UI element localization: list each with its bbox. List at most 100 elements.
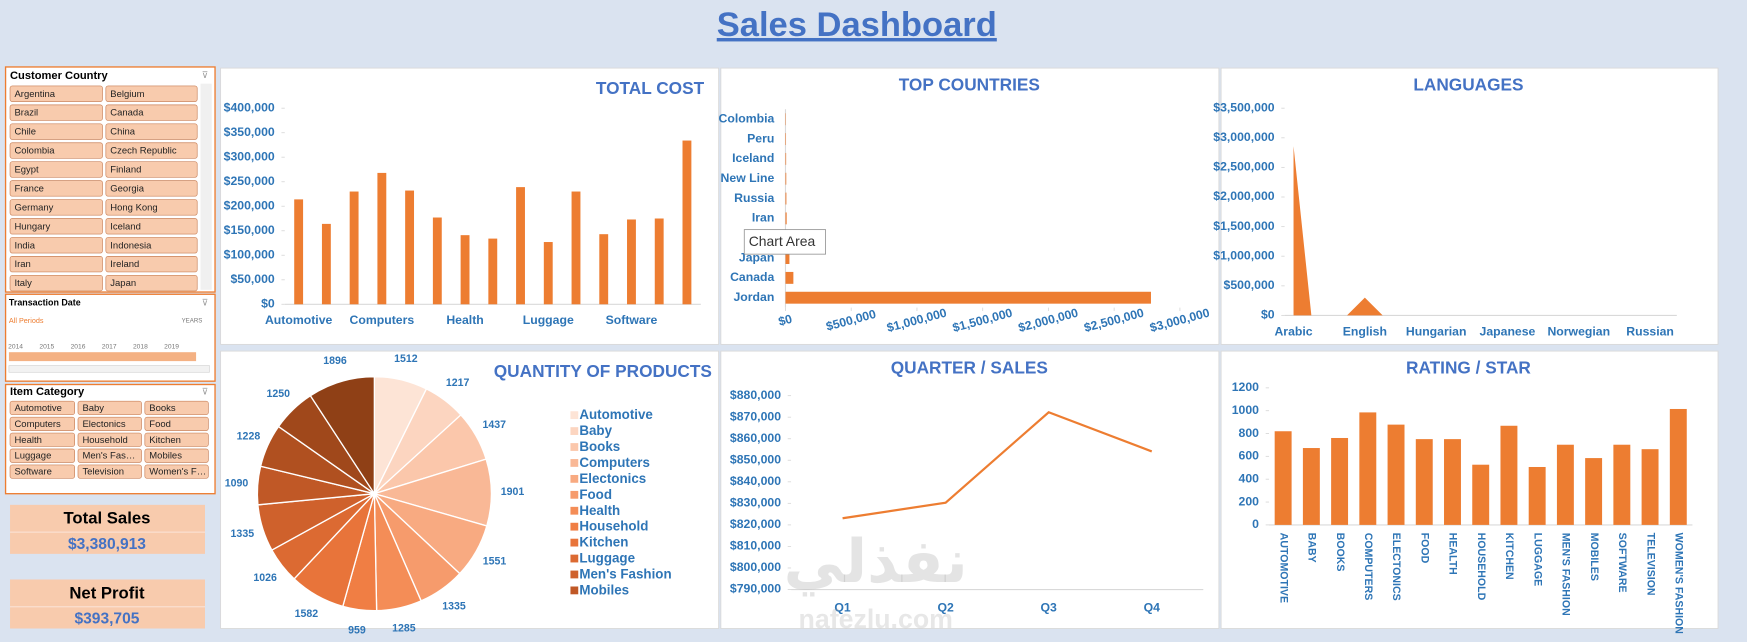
bar [571, 191, 581, 305]
x-tick-label: Q3 [1041, 601, 1058, 615]
slicer-button[interactable] [105, 274, 198, 292]
bar [785, 133, 787, 146]
slicer-button[interactable] [105, 85, 198, 102]
slicer-button[interactable] [9, 416, 75, 431]
data-label: 1551 [483, 556, 507, 568]
y-tick-label: 0 [1252, 517, 1259, 531]
bar [1415, 439, 1433, 525]
slicer-item: Egypt [14, 165, 39, 176]
slicer-button[interactable] [105, 237, 198, 254]
data-label: 1437 [483, 419, 507, 431]
slicer-button[interactable] [105, 104, 198, 121]
slicer-button[interactable] [105, 256, 198, 273]
slicer-button[interactable] [77, 432, 142, 447]
slicer-item: Brazil [14, 108, 38, 119]
slicer-button[interactable] [9, 123, 103, 140]
slicer-item: Household [82, 435, 127, 446]
timeline-bar[interactable] [8, 352, 197, 362]
slicer-year: 2016 [71, 343, 86, 350]
slicer-button[interactable] [144, 432, 209, 447]
x-tick-label: WOMEN'S FASHION [1672, 533, 1684, 634]
bar [1500, 425, 1518, 525]
legend-swatch [570, 586, 579, 595]
slicer-button[interactable] [9, 448, 75, 463]
bar [1472, 464, 1490, 525]
x-tick-label: Q2 [937, 601, 954, 615]
slicer-button[interactable] [144, 416, 209, 431]
slicer-button[interactable] [9, 104, 103, 121]
slicer-button[interactable] [144, 400, 209, 415]
data-label: 1512 [394, 353, 418, 365]
slicer-title: Transaction Date [9, 298, 81, 308]
kpi-card [10, 504, 206, 554]
slicer-item: Computers [14, 419, 61, 430]
slicer-button[interactable] [105, 180, 198, 197]
slicer-title: Item Category [10, 386, 85, 398]
x-tick-label: MOBILES [1588, 533, 1600, 581]
slicer-button[interactable] [9, 237, 103, 254]
x-tick-label: Automotive [265, 313, 333, 327]
slicer-button[interactable] [144, 448, 209, 463]
bar [1556, 444, 1574, 525]
kpi-divider [10, 531, 206, 533]
slicer-button[interactable] [9, 161, 103, 178]
y-tick-label: 800 [1239, 426, 1260, 440]
y-tick-label: $1,500,000 [1213, 219, 1274, 233]
slicer-button[interactable] [105, 218, 198, 235]
slicer-button[interactable] [9, 85, 103, 102]
slicer-button[interactable] [9, 464, 75, 479]
chart-title: QUANTITY OF PRODUCTS [494, 361, 712, 381]
slicer-button[interactable] [9, 142, 103, 159]
slicer-year: 2018 [133, 343, 148, 350]
slicer-button[interactable] [77, 416, 142, 431]
slicer-title: Customer Country [10, 70, 108, 82]
x-tick-label: Hungarian [1406, 324, 1467, 338]
slicer-button[interactable] [9, 199, 103, 216]
x-tick-label: BOOKS [1334, 533, 1346, 572]
slicer-periods: All Periods [9, 316, 44, 325]
slicer-item: Chile [14, 127, 36, 138]
slicer-button[interactable] [77, 400, 142, 415]
bar [1641, 449, 1659, 525]
y-tick-label: $810,000 [730, 539, 781, 553]
watermark: نفذلي [784, 528, 968, 597]
slicer-button[interactable] [144, 464, 209, 479]
legend-swatch [570, 522, 579, 531]
kpi-value: $3,380,913 [68, 536, 146, 553]
slicer-button[interactable] [9, 218, 103, 235]
y-tick-label: $300,000 [224, 149, 275, 163]
x-tick-label: BABY [1306, 533, 1318, 563]
slicer-button[interactable] [9, 400, 75, 415]
slicer-button[interactable] [77, 464, 142, 479]
slicer-item: Ireland [110, 259, 139, 270]
slicer-button[interactable] [105, 123, 198, 140]
slicer-button[interactable] [105, 161, 198, 178]
legend-label: Luggage [579, 551, 635, 566]
x-tick-label: Software [606, 313, 658, 327]
slicer-button[interactable] [9, 432, 75, 447]
slicer-button[interactable] [105, 142, 198, 159]
x-tick-label: LUGGAGE [1531, 533, 1543, 586]
y-tick-label: $1,000,000 [1213, 248, 1274, 262]
slicer-item: Hong Kong [110, 202, 157, 213]
slicer-item: Television [82, 467, 124, 478]
y-tick-label: $820,000 [730, 517, 781, 531]
y-tick-label: $500,000 [1224, 278, 1275, 292]
bar [1274, 431, 1292, 525]
bar [405, 190, 415, 305]
slicer-button[interactable] [9, 180, 103, 197]
legend-label: Electonics [579, 471, 646, 486]
legend-label: Household [579, 519, 648, 534]
y-tick-label: $200,000 [224, 198, 275, 212]
legend-label: Computers [579, 455, 650, 470]
slicer-button[interactable] [9, 274, 103, 292]
slicer-level[interactable]: YEARS [182, 318, 203, 325]
x-tick-label: Arabic [1274, 324, 1312, 338]
slicer-button[interactable] [105, 199, 198, 216]
y-tick-label: 200 [1239, 494, 1260, 508]
slicer-button[interactable] [9, 256, 103, 273]
slicer-frame [4, 66, 216, 293]
y-tick-label: Iceland [732, 151, 774, 165]
slicer-button[interactable] [77, 448, 142, 463]
x-tick-label: HOUSEHOLD [1475, 533, 1487, 601]
